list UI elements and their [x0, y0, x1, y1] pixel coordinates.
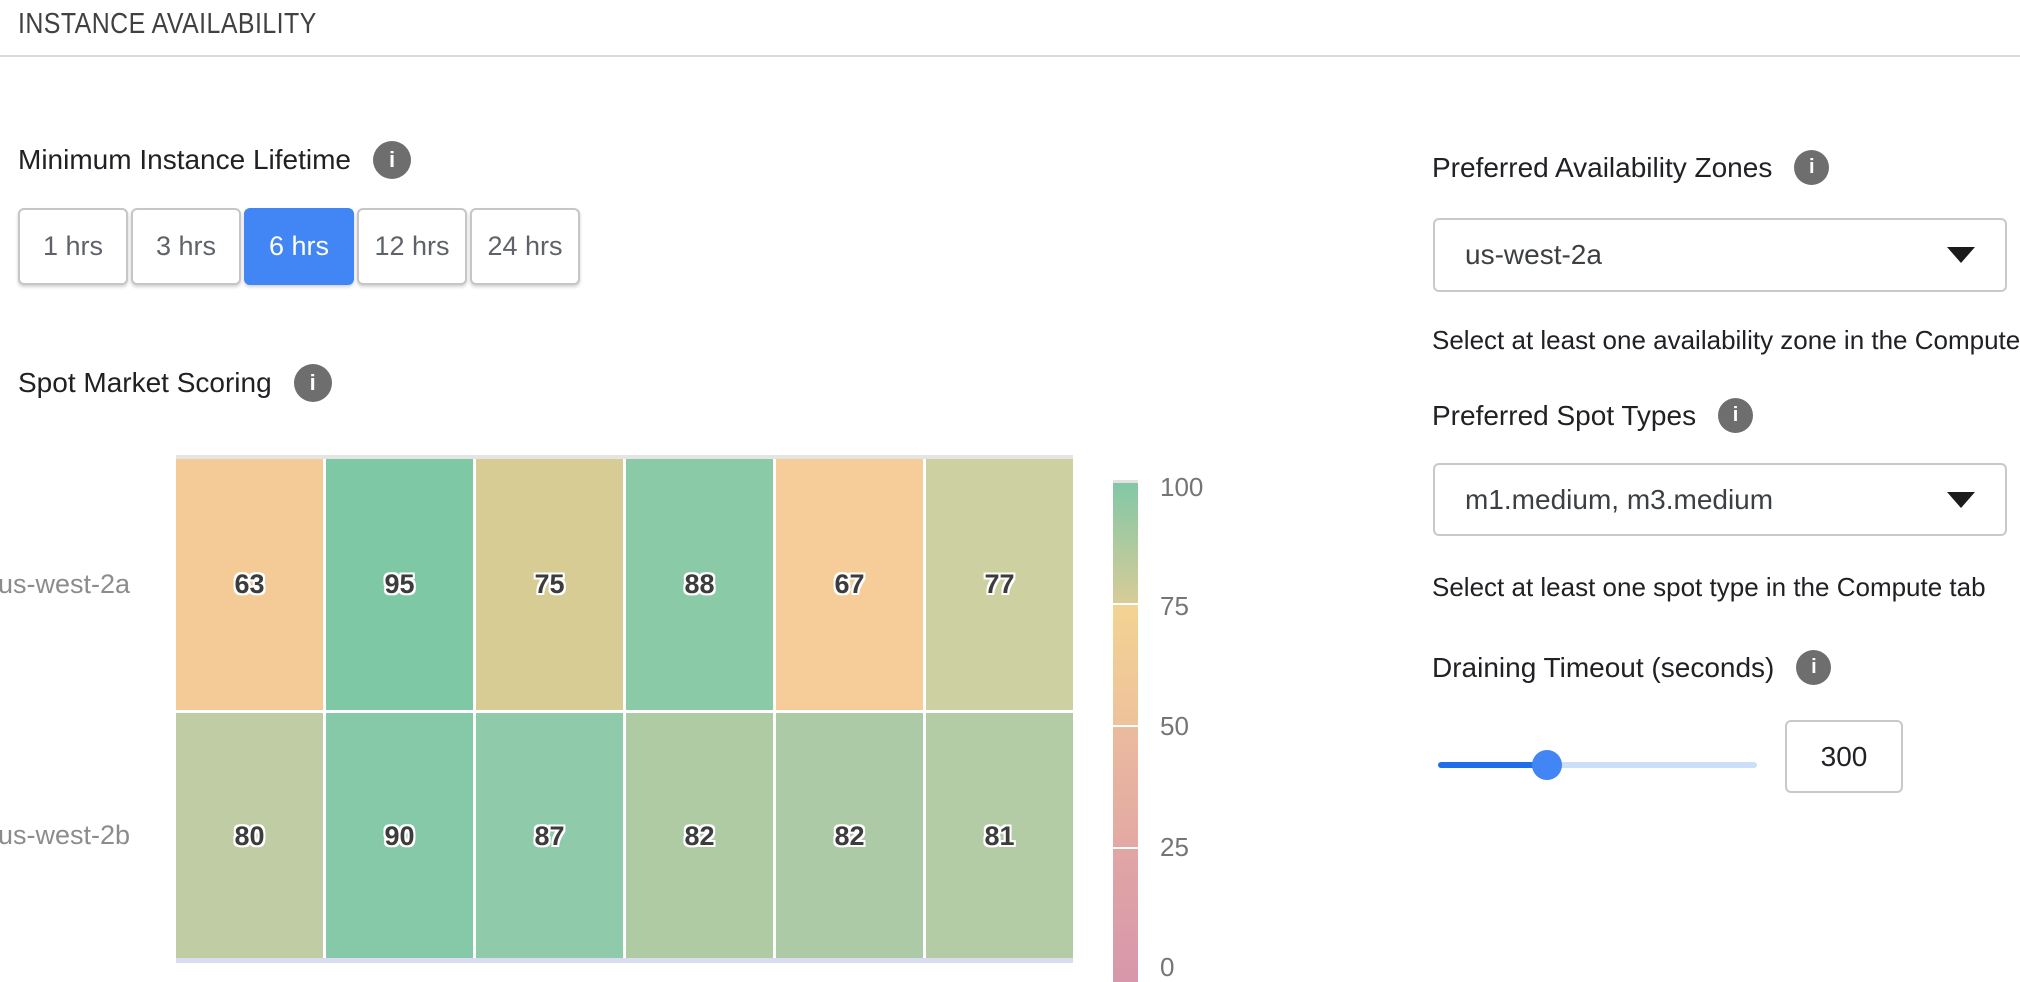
info-icon[interactable]: i: [1718, 398, 1754, 433]
colorbar-tick-label: 50: [1160, 711, 1189, 741]
minimum-instance-lifetime-label: Minimum Instance Lifetime: [18, 144, 352, 175]
heatmap-cell: 63: [176, 459, 323, 710]
lifetime-button-group: 1 hrs 3 hrs 6 hrs 12 hrs 24 hrs: [18, 208, 580, 285]
draining-timeout-label-row: Draining Timeout (seconds) i: [1432, 650, 1832, 685]
heatmap-cell: 75: [476, 459, 623, 710]
preferred-availability-zones-label-row: Preferred Availability Zones i: [1432, 150, 1830, 185]
colorbar-segment: [1113, 483, 1138, 603]
spot-types-helper: Select at least one spot type in the Com…: [1432, 572, 1986, 602]
colorbar-segment: [1113, 605, 1138, 725]
spot-types-value: m1.medium, m3.medium: [1465, 483, 1774, 515]
info-icon[interactable]: i: [373, 141, 412, 179]
preferred-spot-types-label-row: Preferred Spot Types i: [1432, 398, 1754, 433]
heatmap-bottom-border: [176, 958, 1073, 963]
preferred-spot-types-label: Preferred Spot Types: [1432, 399, 1697, 431]
chevron-down-icon: [1947, 247, 1975, 263]
spot-types-dropdown[interactable]: m1.medium, m3.medium: [1433, 463, 2007, 536]
heatmap-cell: 82: [776, 713, 923, 959]
colorbar-tick-label: 0: [1160, 952, 1175, 982]
chevron-down-icon: [1947, 491, 1975, 508]
colorbar-segment: [1113, 849, 1138, 982]
lifetime-option-24-hrs[interactable]: 24 hrs: [470, 208, 580, 285]
draining-timeout-label: Draining Timeout (seconds): [1432, 651, 1775, 683]
lifetime-option-3-hrs[interactable]: 3 hrs: [131, 208, 241, 285]
page-title: INSTANCE AVAILABILITY: [18, 8, 317, 40]
draining-timeout-input[interactable]: [1785, 720, 1903, 793]
colorbar-tick-label: 25: [1160, 832, 1189, 862]
spot-score-heatmap: 63 95 75 88 67 77 80 90 87 82 82 81: [176, 459, 1073, 959]
info-icon[interactable]: i: [1794, 150, 1830, 185]
heatmap-cell: 95: [326, 459, 473, 710]
heatmap-cell: 82: [626, 713, 773, 959]
spot-market-scoring-label: Spot Market Scoring: [18, 367, 272, 398]
heatmap-top-border: [176, 455, 1073, 459]
colorbar-tick-label: 75: [1160, 591, 1189, 621]
heatmap-cell: 77: [926, 459, 1073, 710]
colorbar-tick-label: 100: [1160, 472, 1204, 502]
heatmap-cell: 81: [926, 713, 1073, 959]
availability-zones-helper: Select at least one availability zone in…: [1432, 325, 2020, 355]
availability-zones-dropdown[interactable]: us-west-2a: [1433, 218, 2007, 292]
heatmap-cell: 90: [326, 713, 473, 959]
slider-thumb[interactable]: [1532, 750, 1562, 780]
info-icon[interactable]: i: [293, 364, 332, 402]
heatmap-cell: 80: [176, 713, 323, 959]
colorbar-cap: [1113, 480, 1138, 483]
lifetime-option-1-hrs[interactable]: 1 hrs: [18, 208, 128, 285]
heatmap-cell: 88: [626, 459, 773, 710]
spot-market-scoring-label-row: Spot Market Scoring i: [18, 364, 332, 402]
header-divider: [0, 55, 2020, 57]
lifetime-option-6-hrs[interactable]: 6 hrs: [244, 208, 354, 285]
slider-track[interactable]: [1547, 762, 1757, 768]
heatmap-row-label: us-west-2a: [0, 569, 130, 599]
info-icon[interactable]: i: [1796, 650, 1832, 685]
minimum-instance-lifetime-label-row: Minimum Instance Lifetime i: [18, 141, 412, 179]
heatmap-cell: 87: [476, 713, 623, 959]
heatmap-cell: 67: [776, 459, 923, 710]
heatmap-row-label: us-west-2b: [0, 819, 130, 850]
colorbar-gradient: [1113, 483, 1138, 982]
colorbar-segment: [1113, 727, 1138, 847]
slider-track-filled[interactable]: [1438, 762, 1547, 768]
availability-zones-value: us-west-2a: [1465, 239, 1602, 270]
lifetime-option-12-hrs[interactable]: 12 hrs: [357, 208, 467, 285]
preferred-availability-zones-label: Preferred Availability Zones: [1432, 151, 1773, 183]
